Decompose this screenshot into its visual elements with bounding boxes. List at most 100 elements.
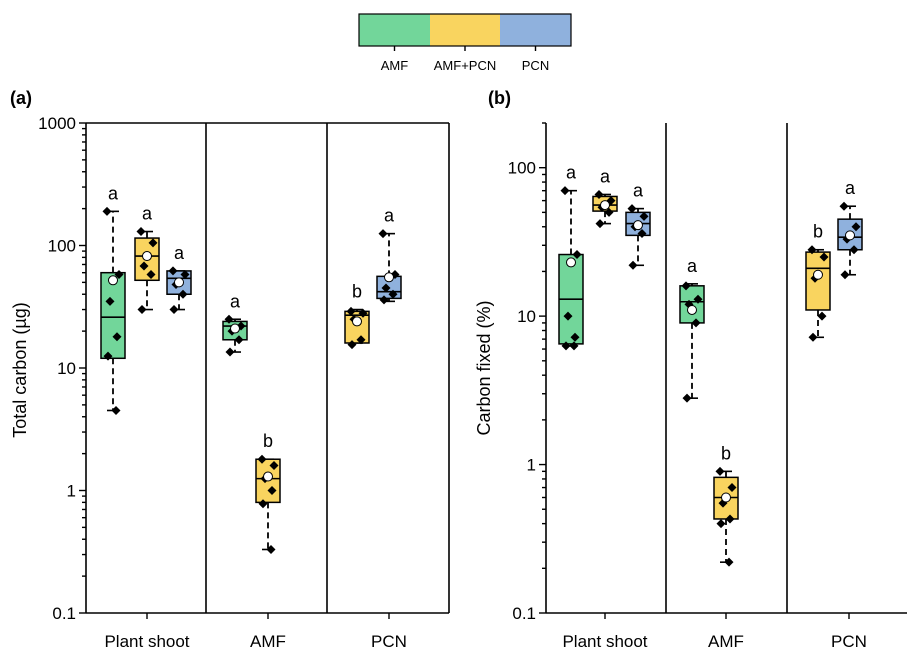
data-point-pcn-pcn bbox=[839, 201, 849, 211]
y-tick-label: 10 bbox=[517, 307, 536, 326]
y-tick-label: 1 bbox=[67, 482, 76, 501]
data-point-pcn-pcn bbox=[840, 270, 850, 280]
data-point-amf-amf bbox=[234, 335, 244, 345]
significance-letter-amf-amf-pcn: b bbox=[263, 431, 273, 451]
x-tick-label-plant-shoot: Plant shoot bbox=[562, 632, 647, 651]
data-point-pcn-amf-pcn bbox=[347, 340, 357, 350]
legend-label-amf: AMF bbox=[381, 58, 409, 73]
data-point-plant-shoot-amf-pcn bbox=[604, 207, 614, 217]
data-point-plant-shoot-amf bbox=[563, 311, 573, 321]
mean-marker-plant-shoot-amf-pcn bbox=[142, 251, 152, 262]
data-point-pcn-pcn bbox=[388, 289, 398, 299]
significance-letter-plant-shoot-amf-pcn: a bbox=[600, 166, 611, 186]
data-point-plant-shoot-amf-pcn bbox=[148, 238, 158, 248]
mean-marker-plant-shoot-amf bbox=[108, 275, 118, 286]
data-point-pcn-pcn bbox=[378, 229, 388, 239]
data-point-amf-amf bbox=[681, 281, 691, 291]
data-point-plant-shoot-pcn bbox=[639, 211, 649, 221]
panel-b-plot: 0.1 1 10 100 Plant shoot AMF PCN a a a a b b a bbox=[508, 122, 907, 651]
mean-marker-amf-amf bbox=[230, 323, 240, 334]
legend-swatch-pcn bbox=[500, 14, 571, 46]
panel-b-label: (b) bbox=[488, 88, 511, 108]
legend-label-pcn: PCN bbox=[522, 58, 549, 73]
mean-marker-plant-shoot-amf bbox=[566, 257, 576, 268]
data-point-pcn-amf-pcn bbox=[356, 335, 366, 345]
data-point-amf-amf-pcn bbox=[725, 514, 735, 524]
panel-a-label: (a) bbox=[10, 88, 32, 108]
data-point-amf-amf-pcn bbox=[715, 466, 725, 476]
data-point-plant-shoot-pcn bbox=[628, 260, 638, 270]
data-point-plant-shoot-amf-pcn bbox=[594, 189, 604, 199]
x-tick-label-pcn: PCN bbox=[371, 632, 407, 651]
mean-marker-pcn-amf-pcn bbox=[813, 269, 823, 280]
y-tick-label: 1000 bbox=[38, 114, 76, 133]
data-point-plant-shoot-amf bbox=[114, 269, 124, 279]
legend-label-amf-pcn: AMF+PCN bbox=[434, 58, 496, 73]
data-point-amf-amf-pcn bbox=[269, 460, 279, 470]
y-tick-label: 100 bbox=[508, 159, 536, 178]
data-point-plant-shoot-amf bbox=[102, 206, 112, 216]
data-point-pcn-pcn bbox=[379, 295, 389, 305]
mean-marker-amf-amf-pcn bbox=[263, 471, 273, 482]
significance-letter-amf-amf: a bbox=[230, 291, 241, 311]
data-point-amf-amf bbox=[225, 347, 235, 357]
y-tick-label: 10 bbox=[57, 359, 76, 378]
data-point-plant-shoot-amf bbox=[103, 351, 113, 361]
data-point-pcn-amf-pcn bbox=[819, 252, 829, 262]
data-point-amf-amf bbox=[693, 294, 703, 304]
data-point-pcn-amf-pcn bbox=[807, 245, 817, 255]
data-point-plant-shoot-amf bbox=[569, 341, 579, 351]
data-point-plant-shoot-amf bbox=[570, 332, 580, 342]
y-tick-label: 1 bbox=[527, 456, 536, 475]
panel-b: (b) Carbon fixed (%) 0.1 1 10 100 Plant shoo… bbox=[474, 88, 907, 651]
significance-letter-amf-amf: a bbox=[687, 256, 698, 276]
mean-marker-amf-amf-pcn bbox=[721, 492, 731, 503]
panel-a-ylabel: Total carbon (µg) bbox=[10, 302, 30, 437]
x-tick-label-amf: AMF bbox=[250, 632, 286, 651]
significance-letter-amf-amf-pcn: b bbox=[721, 443, 731, 463]
significance-letter-plant-shoot-amf-pcn: a bbox=[142, 204, 153, 224]
significance-letter-pcn-pcn: a bbox=[845, 178, 856, 198]
data-point-plant-shoot-amf bbox=[572, 250, 582, 260]
data-point-plant-shoot-pcn bbox=[637, 229, 647, 239]
mean-marker-pcn-amf-pcn bbox=[352, 316, 362, 327]
significance-letter-pcn-amf-pcn: b bbox=[813, 222, 823, 242]
data-point-amf-amf-pcn bbox=[258, 499, 268, 509]
legend-swatch-amf-pcn bbox=[430, 14, 500, 46]
significance-letter-plant-shoot-pcn: a bbox=[174, 243, 185, 263]
box-pcn-amf-pcn bbox=[344, 310, 370, 344]
panel-a-plot: 0.1 1 10 100 1000 Plant shoot AMF PCN a a a a b b a bbox=[38, 114, 450, 651]
data-point-plant-shoot-amf-pcn bbox=[139, 261, 149, 271]
data-point-plant-shoot-pcn bbox=[180, 269, 190, 279]
data-point-amf-amf-pcn bbox=[727, 483, 737, 493]
data-point-pcn-amf-pcn bbox=[358, 308, 368, 318]
data-point-plant-shoot-amf-pcn bbox=[595, 219, 605, 229]
data-point-plant-shoot-amf bbox=[560, 186, 570, 196]
data-point-amf-amf-pcn bbox=[257, 454, 267, 464]
data-point-plant-shoot-amf bbox=[561, 341, 571, 351]
significance-letter-pcn-pcn: a bbox=[384, 206, 395, 226]
y-tick-label: 0.1 bbox=[52, 604, 76, 623]
significance-letter-plant-shoot-pcn: a bbox=[633, 181, 644, 201]
data-point-plant-shoot-amf bbox=[105, 296, 115, 306]
data-point-plant-shoot-amf-pcn bbox=[146, 269, 156, 279]
mean-marker-pcn-pcn bbox=[845, 230, 855, 241]
data-point-plant-shoot-pcn bbox=[178, 289, 188, 299]
data-point-pcn-amf-pcn bbox=[817, 311, 827, 321]
legend: AMF AMF+PCN PCN bbox=[358, 13, 572, 73]
y-tick-label: 0.1 bbox=[512, 604, 536, 623]
x-tick-label-pcn: PCN bbox=[831, 632, 867, 651]
data-point-amf-amf-pcn bbox=[266, 544, 276, 554]
mean-marker-plant-shoot-pcn bbox=[174, 277, 184, 288]
data-point-pcn-pcn bbox=[381, 283, 391, 293]
data-point-amf-amf-pcn bbox=[267, 486, 277, 495]
data-point-plant-shoot-pcn bbox=[627, 204, 637, 214]
data-point-amf-amf bbox=[682, 393, 692, 403]
data-point-plant-shoot-amf-pcn bbox=[137, 305, 147, 315]
data-point-amf-amf-pcn bbox=[724, 557, 734, 567]
mean-marker-amf-amf bbox=[687, 304, 697, 315]
data-point-plant-shoot-amf bbox=[111, 405, 121, 415]
data-point-plant-shoot-pcn bbox=[169, 305, 179, 315]
data-point-plant-shoot-amf bbox=[112, 332, 122, 342]
